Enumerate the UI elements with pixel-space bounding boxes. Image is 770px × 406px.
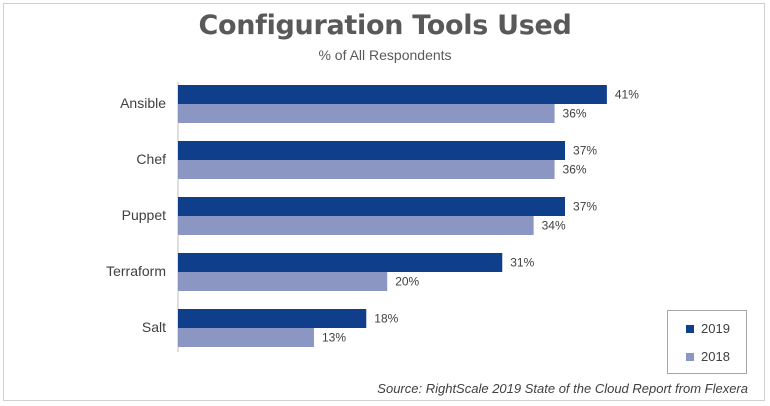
legend-item-2019: 2019 bbox=[686, 321, 730, 336]
legend-label-2018: 2018 bbox=[701, 349, 730, 364]
bar-2019-chef bbox=[178, 141, 566, 160]
data-label-2018-chef: 36% bbox=[563, 163, 587, 177]
data-label-2018-terraform: 20% bbox=[395, 275, 419, 289]
bar-2019-ansible bbox=[178, 85, 607, 104]
bar-2018-salt bbox=[178, 328, 314, 347]
category-label-puppet: Puppet bbox=[122, 207, 166, 223]
bar-2019-terraform bbox=[178, 253, 503, 272]
data-label-2019-terraform: 31% bbox=[510, 256, 534, 270]
chart-title: Configuration Tools Used bbox=[198, 10, 572, 41]
data-label-2019-salt: 18% bbox=[374, 312, 398, 326]
legend: 2019 2018 bbox=[667, 310, 747, 374]
category-label-ansible: Ansible bbox=[120, 95, 166, 111]
bar-2019-salt bbox=[178, 309, 367, 328]
data-label-2019-ansible: 41% bbox=[615, 88, 639, 102]
legend-swatch-2018 bbox=[686, 352, 694, 361]
legend-label-2019: 2019 bbox=[701, 321, 730, 336]
legend-item-2018: 2018 bbox=[686, 349, 730, 364]
source-note: Source: RightScale 2019 State of the Clo… bbox=[377, 381, 748, 396]
bar-2019-puppet bbox=[178, 197, 566, 216]
data-label-2018-puppet: 34% bbox=[542, 219, 566, 233]
bar-2018-chef bbox=[178, 160, 555, 179]
data-label-2018-salt: 13% bbox=[322, 331, 346, 345]
category-label-chef: Chef bbox=[136, 151, 166, 167]
bar-2018-puppet bbox=[178, 216, 534, 235]
category-label-terraform: Terraform bbox=[106, 263, 166, 279]
chart-subtitle: % of All Respondents bbox=[318, 47, 452, 63]
bar-2018-terraform bbox=[178, 272, 388, 291]
bar-2018-ansible bbox=[178, 104, 555, 123]
data-label-2019-chef: 37% bbox=[573, 144, 597, 158]
category-label-salt: Salt bbox=[142, 319, 166, 335]
legend-swatch-2019 bbox=[686, 324, 694, 333]
data-label-2018-ansible: 36% bbox=[563, 107, 587, 121]
data-label-2019-puppet: 37% bbox=[573, 200, 597, 214]
